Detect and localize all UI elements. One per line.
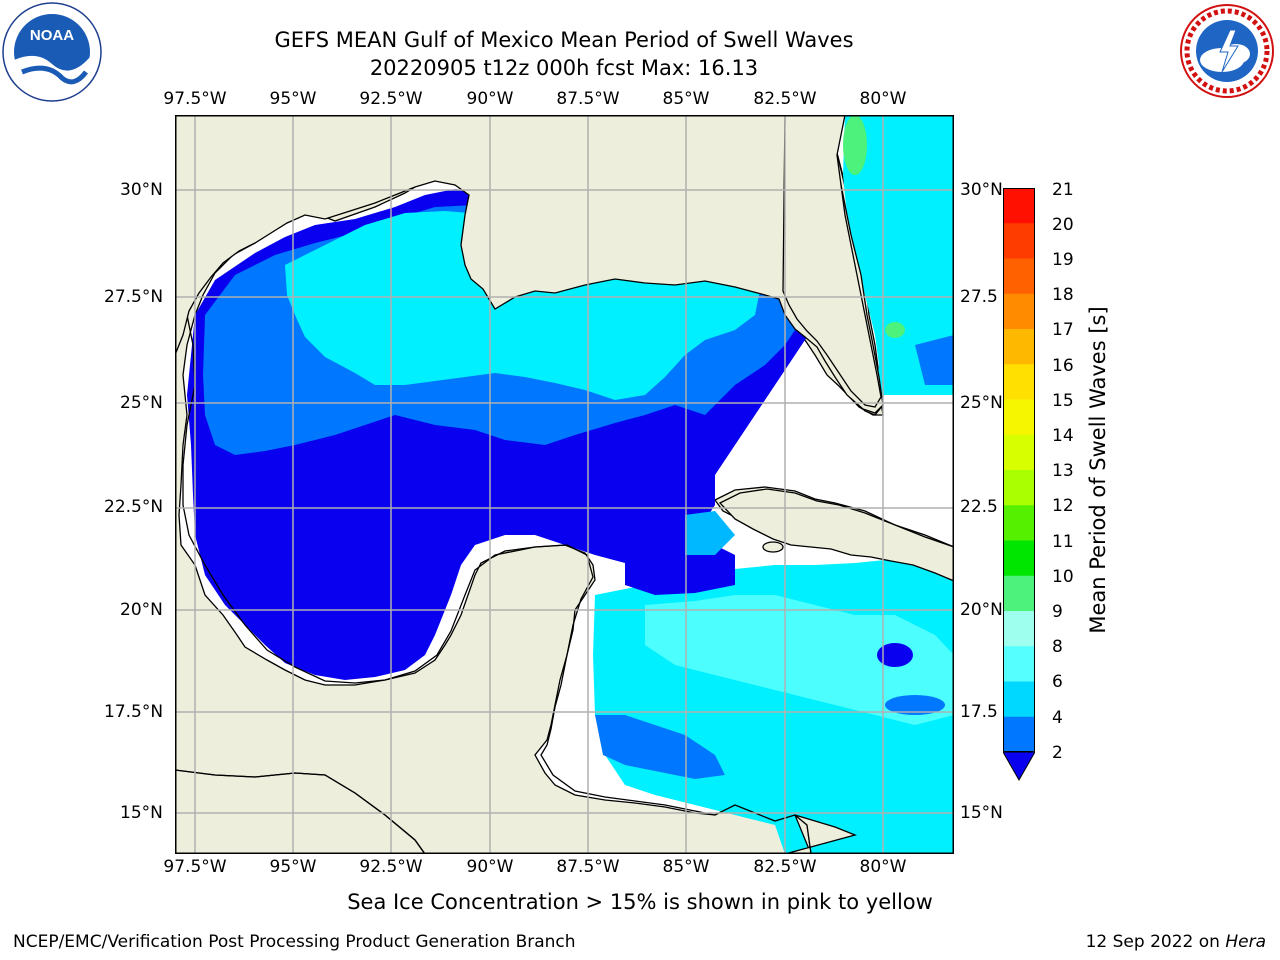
colorbar-tick: 9	[1052, 602, 1063, 622]
lat-label-right: 17.5	[960, 702, 998, 722]
footer-credit: NCEP/EMC/Verification Post Processing Pr…	[13, 932, 576, 952]
lat-label-right: 22.5	[960, 497, 998, 517]
lat-label-left: 17.5°N	[104, 702, 164, 722]
colorbar-band-14-15	[1003, 399, 1035, 436]
atlantic-field	[843, 115, 954, 395]
colorbar-band-20-21	[1003, 188, 1035, 224]
colorbar-frame	[1003, 188, 1035, 752]
colorbar-tick: 20	[1052, 215, 1074, 235]
colorbar-tick: 18	[1052, 285, 1074, 305]
lon-label-bottom: 80°W	[859, 857, 907, 877]
noaa-logo: NOAA	[2, 2, 102, 102]
lon-label-top: 90°W	[466, 89, 514, 109]
colorbar-tick: 12	[1052, 496, 1074, 516]
colorbar-tick: 4	[1052, 708, 1063, 728]
colorbar-band-12-13	[1003, 470, 1035, 506]
lon-label-bottom: 85°W	[662, 857, 710, 877]
lat-label-left: 22.5°N	[104, 497, 164, 517]
colorbar-tick: 17	[1052, 320, 1074, 340]
lon-label-top: 80°W	[859, 89, 907, 109]
colorbar-band-13-14	[1003, 434, 1035, 471]
map-title: GEFS MEAN Gulf of Mexico Mean Period of …	[274, 28, 854, 52]
lon-label-bottom: 95°W	[269, 857, 317, 877]
colorbar-band-2-4	[1003, 716, 1035, 753]
colorbar-tick: 6	[1052, 672, 1063, 692]
colorbar-extend-arrow	[1002, 751, 1036, 782]
colorbar-band-18-19	[1003, 258, 1035, 295]
colorbar	[1002, 188, 1036, 784]
lon-label-top: 95°W	[269, 89, 317, 109]
colorbar-label: Mean Period of Swell Waves [s]	[1086, 306, 1110, 634]
svg-text:NOAA: NOAA	[30, 27, 74, 44]
lat-label-left: 30°N	[120, 180, 163, 200]
map-subtitle: 20220905 t12z 000h fcst Max: 16.13	[369, 56, 759, 80]
lat-label-left: 25°N	[120, 393, 163, 413]
map-frame	[175, 115, 954, 854]
lon-label-top: 92.5°W	[359, 89, 423, 109]
colorbar-tick: 14	[1052, 426, 1074, 446]
colorbar-tick: 15	[1052, 391, 1074, 411]
colorbar-band-15-16	[1003, 364, 1035, 400]
lat-label-left: 27.5°N	[104, 287, 164, 307]
lat-label-right: 30°N	[960, 180, 1003, 200]
lat-label-right: 27.5	[960, 287, 998, 307]
lat-label-left: 15°N	[120, 803, 163, 823]
colorbar-band-17-18	[1003, 293, 1035, 330]
map-panel	[174, 114, 957, 855]
lat-label-right: 20°N	[960, 600, 1003, 620]
colorbar-band-9-10	[1003, 575, 1035, 612]
colorbar-tick: 21	[1052, 180, 1074, 200]
lon-label-top: 87.5°W	[556, 89, 620, 109]
lon-label-bottom: 97.5°W	[163, 857, 227, 877]
colorbar-tick: 8	[1052, 637, 1063, 657]
colorbar-tick: 16	[1052, 356, 1074, 376]
colorbar-band-16-17	[1003, 329, 1035, 365]
florida	[782, 114, 882, 408]
footer-date: 12 Sep 2022 on Hera	[1085, 932, 1266, 952]
colorbar-tick: 2	[1052, 743, 1063, 763]
colorbar-tick: 13	[1052, 461, 1074, 481]
lon-label-top: 82.5°W	[753, 89, 817, 109]
lat-label-right: 15°N	[960, 803, 1003, 823]
caribbean-field	[593, 511, 954, 854]
lon-label-top: 97.5°W	[163, 89, 227, 109]
lon-label-bottom: 87.5°W	[556, 857, 620, 877]
lon-label-top: 85°W	[662, 89, 710, 109]
colorbar-band-10-11	[1003, 540, 1035, 577]
footer-host: Hera	[1225, 932, 1266, 952]
map-gridlines	[175, 115, 954, 854]
lon-label-bottom: 90°W	[466, 857, 514, 877]
colorbar-band-11-12	[1003, 505, 1035, 541]
sea-ice-caption: Sea Ice Concentration > 15% is shown in …	[347, 890, 933, 914]
colorbar-band-6-8	[1003, 646, 1035, 682]
colorbar-tick: 11	[1052, 532, 1074, 552]
lat-label-left: 20°N	[120, 600, 163, 620]
lon-label-bottom: 82.5°W	[753, 857, 817, 877]
colorbar-band-4-6	[1003, 681, 1035, 718]
nws-logo	[1176, 2, 1278, 100]
colorbar-tick: 10	[1052, 567, 1074, 587]
lon-label-bottom: 92.5°W	[359, 857, 423, 877]
colorbar-tick: 19	[1052, 250, 1074, 270]
colorbar-band-19-20	[1003, 223, 1035, 259]
colorbar-band-8-9	[1003, 611, 1035, 647]
lat-label-right: 25°N	[960, 393, 1003, 413]
